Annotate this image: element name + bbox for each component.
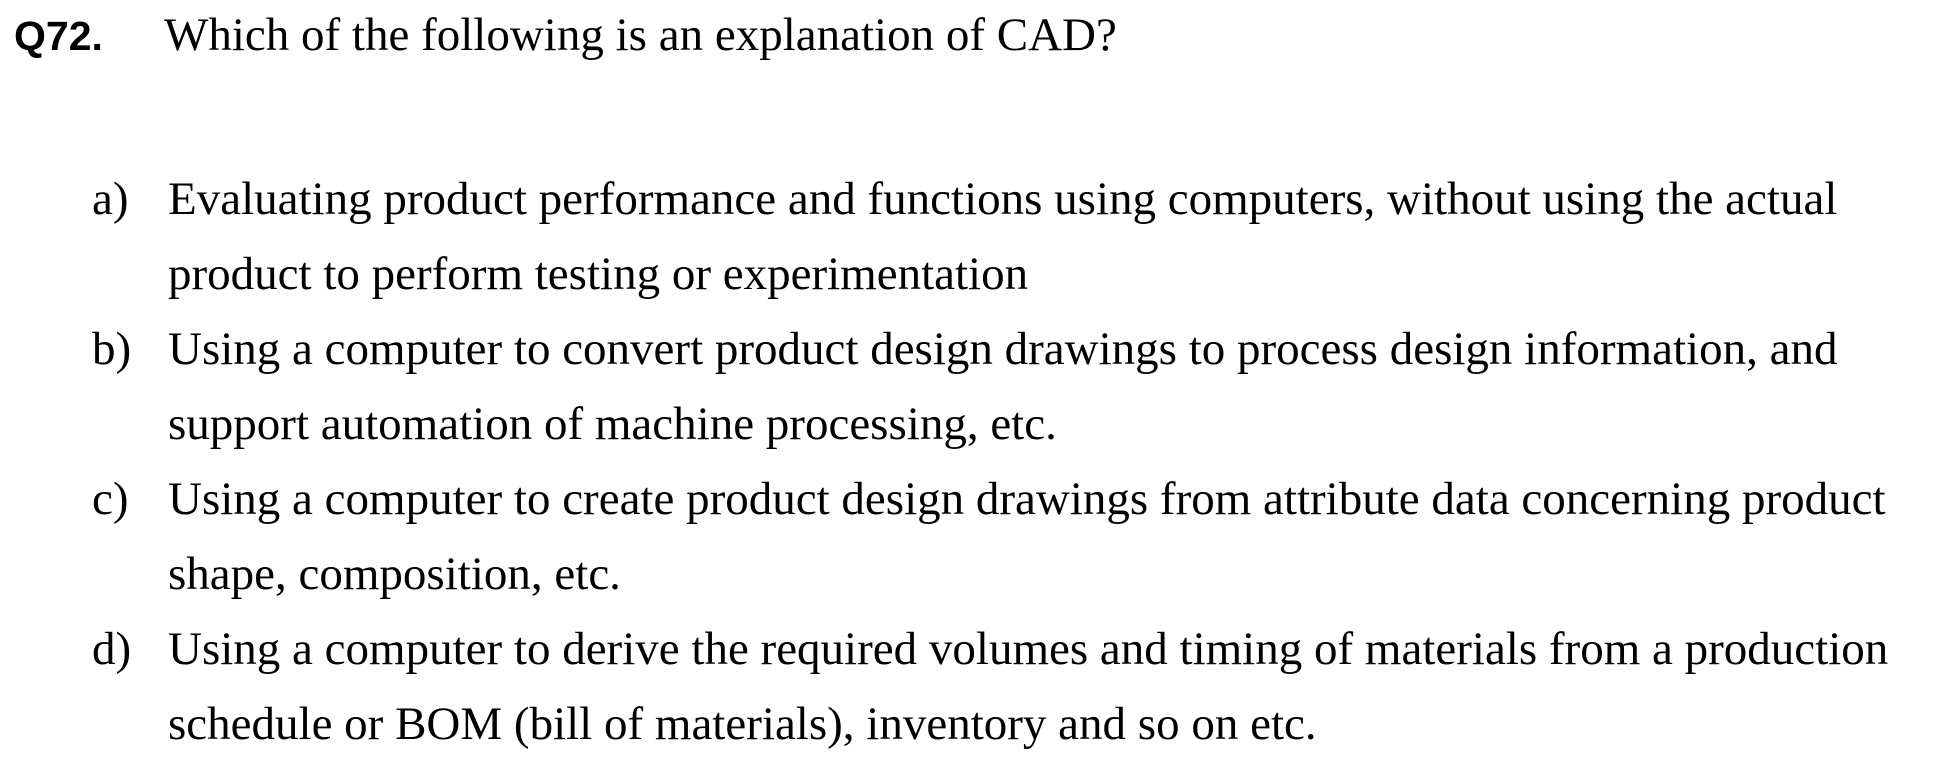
question: Q72. Which of the following is an explana…	[14, 8, 1117, 62]
option-text: Using a computer to convert product desi…	[168, 323, 1838, 450]
option-label: d)	[92, 623, 132, 675]
option-text: Using a computer to derive the required …	[168, 623, 1889, 750]
option-b[interactable]: b) Using a computer to convert product d…	[92, 312, 1958, 462]
answer-options: a) Evaluating product performance and fu…	[92, 162, 1958, 762]
option-label: a)	[92, 173, 129, 225]
option-text: Evaluating product performance and funct…	[168, 173, 1838, 300]
option-c[interactable]: c) Using a computer to create product de…	[92, 462, 1958, 612]
option-label: c)	[92, 473, 129, 525]
option-label: b)	[92, 323, 132, 375]
question-number: Q72.	[14, 13, 103, 59]
option-d[interactable]: d) Using a computer to derive the requir…	[92, 612, 1958, 762]
option-text: Using a computer to create product desig…	[168, 473, 1886, 600]
option-a[interactable]: a) Evaluating product performance and fu…	[92, 162, 1958, 312]
question-text: Which of the following is an explanation…	[164, 9, 1117, 61]
